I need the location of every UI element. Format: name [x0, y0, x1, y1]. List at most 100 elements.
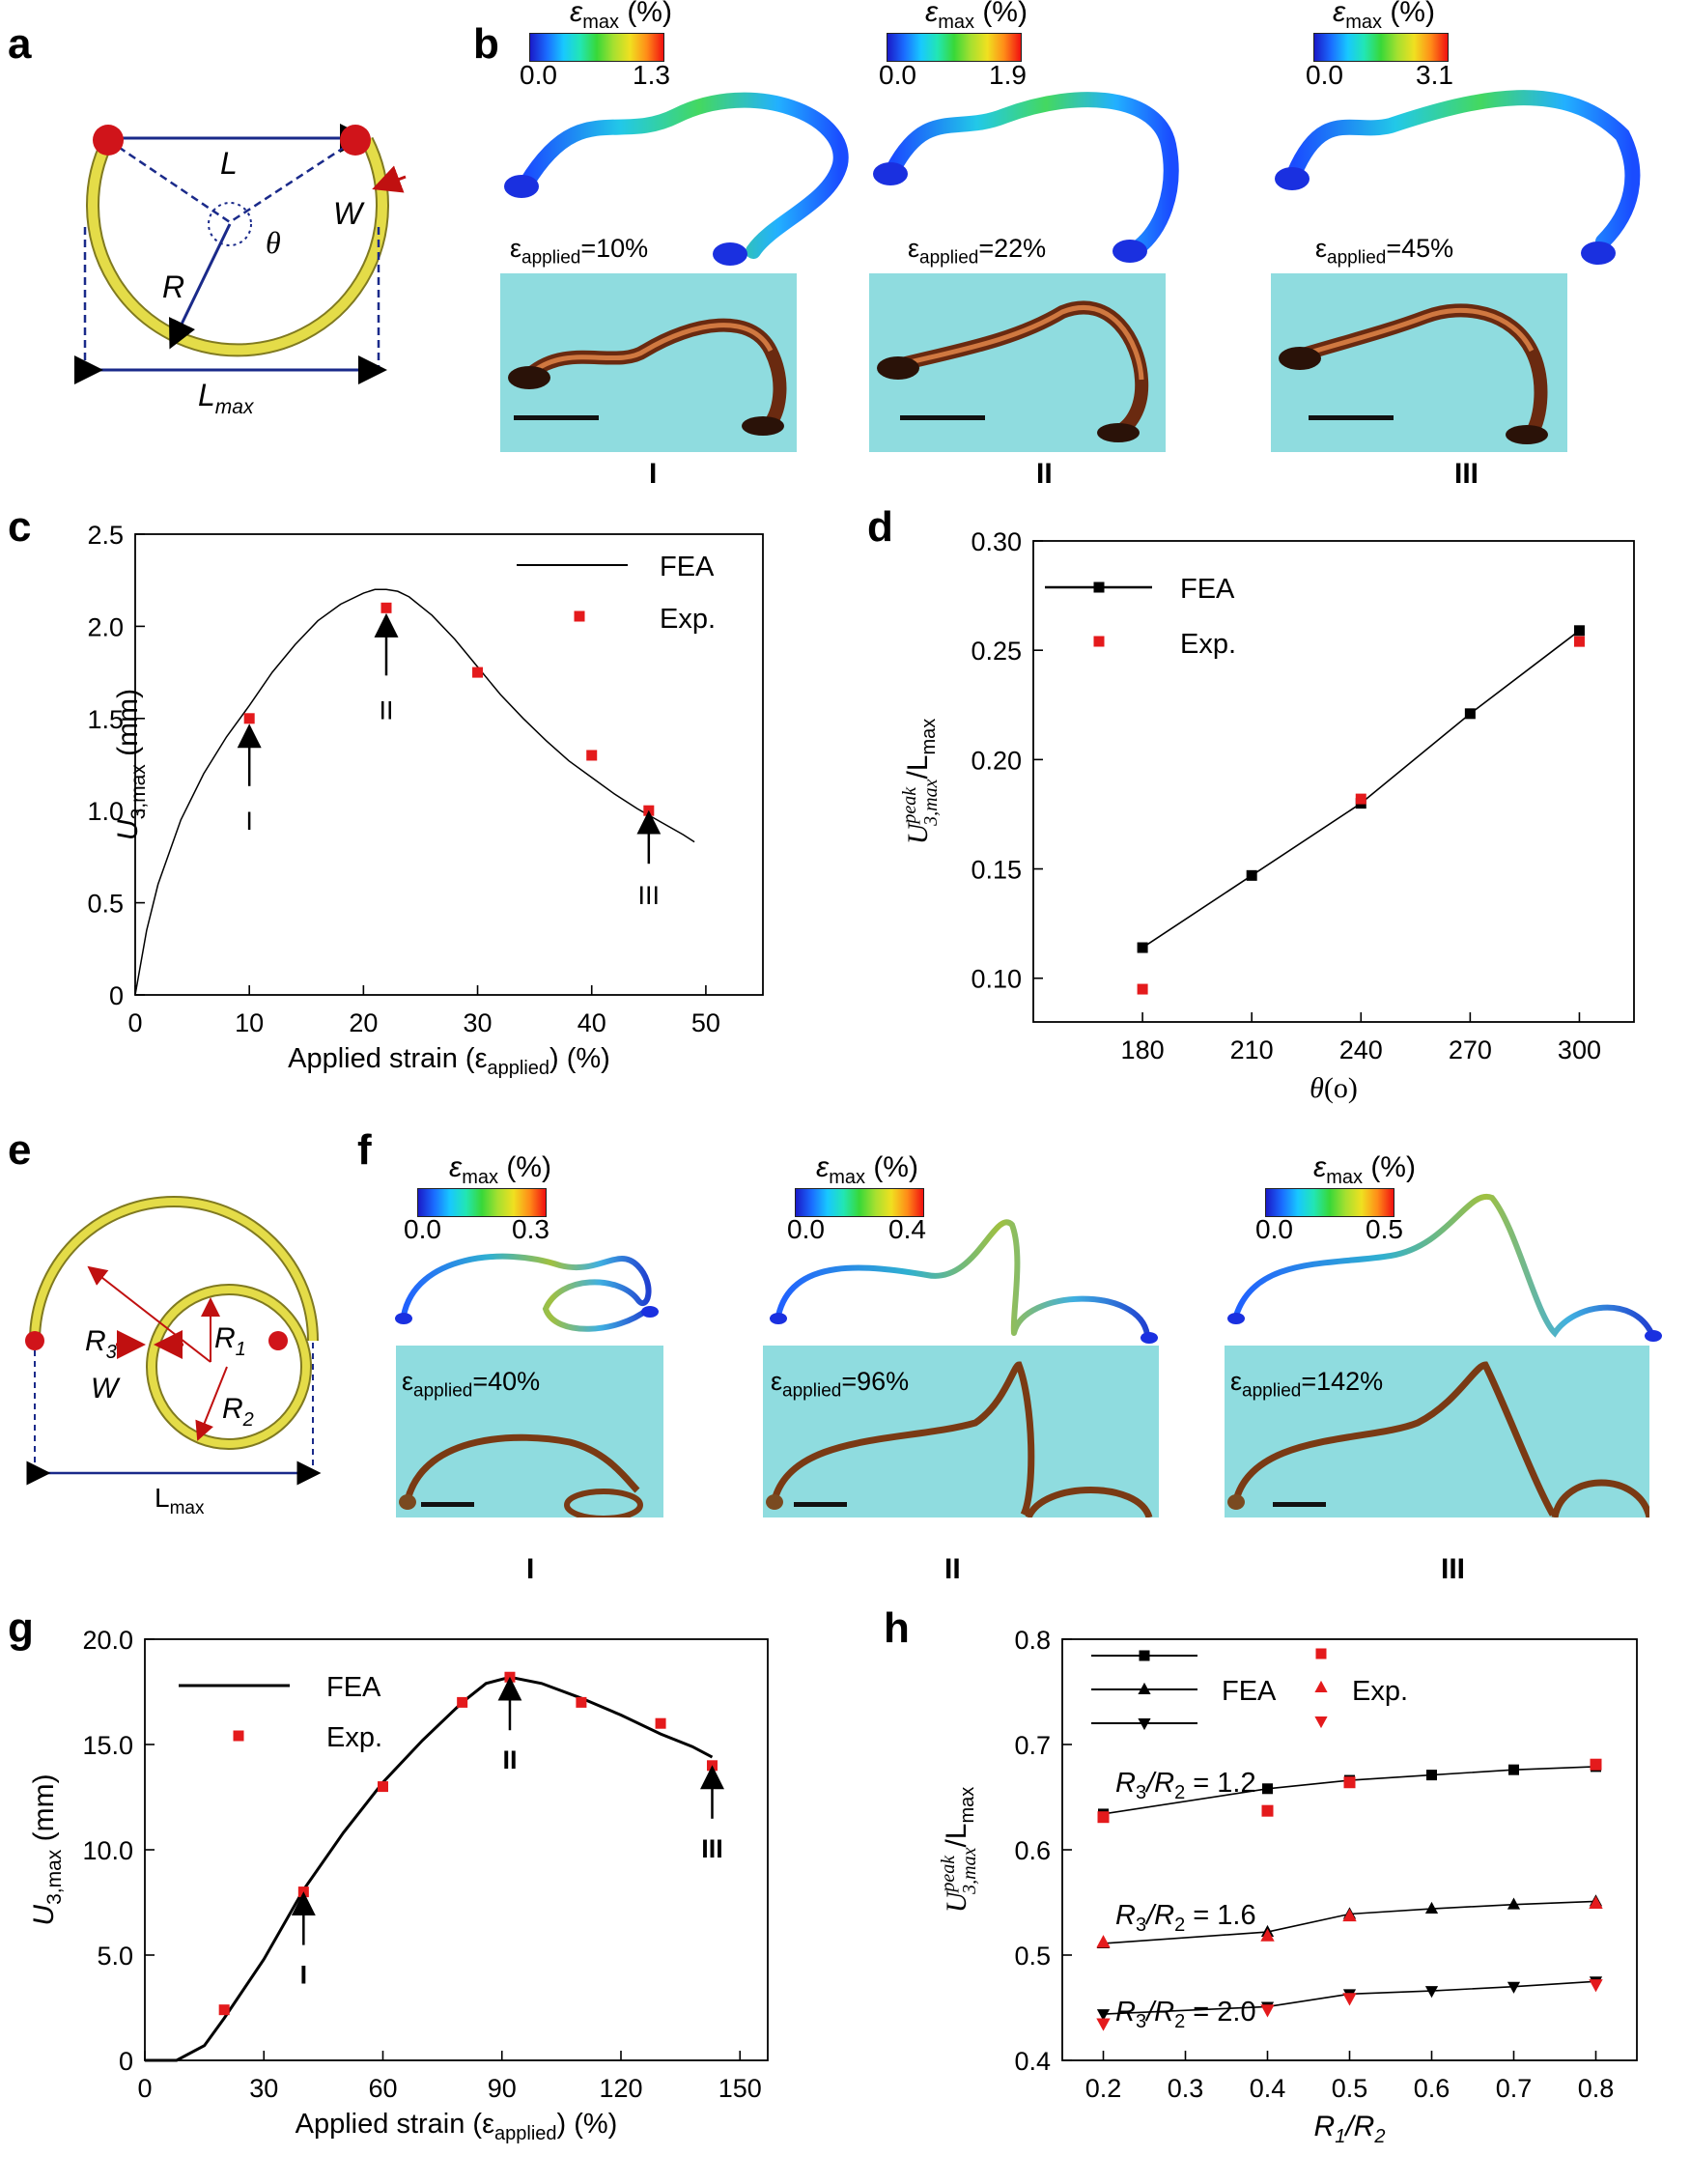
fea-f-III-pad-right — [1645, 1330, 1662, 1342]
fea-f-II — [775, 1219, 1150, 1338]
scale-bar-f-III — [1273, 1502, 1326, 1507]
copper-ribbon-shine — [1299, 308, 1535, 358]
x-tick-label: 50 — [691, 1008, 720, 1037]
applied-eps: ε — [771, 1367, 783, 1396]
legend-fea-marker — [1139, 1650, 1150, 1661]
exp-point — [655, 1717, 666, 1729]
y-tick-label: 1.5 — [87, 705, 124, 734]
exp-point — [504, 1671, 516, 1683]
x-tick-label: 180 — [1121, 1035, 1165, 1064]
scale-bar-b-I — [514, 415, 599, 420]
applied-eps: ε — [402, 1367, 414, 1396]
x-tick-label: 270 — [1449, 1035, 1492, 1064]
pad — [766, 1494, 783, 1510]
applied-strain-label-b-I: εapplied=10% — [510, 234, 648, 269]
exp-point — [1097, 1811, 1110, 1824]
x-tick-label: 0.5 — [1332, 2074, 1368, 2103]
panel-e-schematic: R3 R1 R2 W Lmax — [25, 1196, 322, 1518]
legend-fea-label: FEA — [660, 552, 715, 582]
x-axis-label-end: ) (%) — [557, 2109, 618, 2140]
legend-exp-marker — [233, 1730, 244, 1742]
radius-R-line — [169, 223, 232, 350]
x-axis-label-end: (o) — [1324, 1072, 1358, 1104]
curve-label-mid: /R — [1144, 1768, 1174, 1799]
cb-min: 0.0 — [404, 1214, 441, 1244]
panel-letter-g: g — [8, 1604, 34, 1652]
exp-point — [1589, 1895, 1603, 1909]
y-axis-label-end-sub: max — [918, 719, 940, 755]
x-tick-label: 210 — [1230, 1035, 1274, 1064]
photo-f-III — [1225, 1346, 1649, 1517]
fea-point — [1573, 625, 1585, 637]
copper-loop — [1551, 1479, 1649, 1517]
copper-ribbon — [891, 300, 1149, 440]
y-axis-label-end: /L — [902, 755, 934, 780]
x-tick-label: 0.6 — [1414, 2074, 1451, 2103]
panel-letter-b: b — [473, 20, 499, 68]
legend-fea-label: FEA — [1180, 574, 1235, 605]
x-axis-label-main: R — [1314, 2111, 1336, 2142]
applied-strain-label-f-III: εapplied=142% — [1230, 1367, 1383, 1402]
cb-title-eps: ε — [816, 1151, 830, 1183]
x-tick-label: 0.3 — [1168, 2074, 1204, 2103]
x-axis-label: Applied strain (εapplied) (%) — [296, 2109, 618, 2144]
y-tick-label: 0.5 — [87, 890, 124, 919]
fea-point — [1464, 708, 1476, 720]
exp-point — [1590, 1758, 1602, 1771]
applied-sub: applied — [1242, 1380, 1302, 1402]
applied-sub: applied — [413, 1380, 473, 1402]
y-axis-label-end: /L — [941, 1824, 972, 1848]
applied-sub: applied — [1327, 247, 1387, 269]
cb-min: 0.0 — [1255, 1214, 1293, 1244]
curve-label: R3/R2 = 1.6 — [1115, 1900, 1256, 1936]
exp-point — [243, 713, 255, 724]
exp-point — [576, 1696, 587, 1708]
fea-f-I — [401, 1253, 652, 1332]
chart-c: 0 10 20 30 40 50 0 0.5 1.0 1.5 2.0 2.5 Applied strai… — [87, 521, 764, 1079]
copper-ribbon — [404, 1433, 640, 1501]
applied-val: =10% — [580, 234, 649, 263]
colorbar-gradient — [529, 33, 664, 62]
applied-sub: applied — [782, 1380, 842, 1402]
copper-ribbon-shine — [897, 304, 1144, 381]
fea-line — [1141, 630, 1580, 949]
fea-f-III-pad-left — [1227, 1313, 1245, 1324]
cb-title-unit: (%) — [618, 0, 672, 28]
fea-point — [1096, 2009, 1111, 2022]
x-tick-label: 10 — [235, 1008, 264, 1037]
roman-b-I: I — [649, 458, 658, 490]
legend-exp-label: Exp. — [660, 604, 716, 635]
y-axis-label-main: U — [112, 819, 144, 840]
cb-max: 1.3 — [633, 60, 670, 90]
y-axis-label-end: (mm) — [112, 689, 144, 764]
x-axis-label-sub: applied — [494, 2123, 557, 2144]
y-tick-label: 1.0 — [87, 797, 124, 826]
colorbar-gradient — [417, 1188, 547, 1217]
fea-pad-III-right — [1581, 241, 1616, 265]
cb-title-unit: (%) — [973, 0, 1028, 28]
curve-label-sub1: 3 — [1136, 1915, 1146, 1936]
fea-f-II-pad-right — [1141, 1332, 1158, 1344]
applied-val: =142% — [1301, 1367, 1384, 1396]
cb-min: 0.0 — [879, 60, 916, 90]
curve-label-mid: /R — [1144, 1997, 1174, 2028]
fea-ribbon-I — [519, 92, 849, 259]
fea-f-III — [1233, 1193, 1654, 1338]
w-arrow — [372, 165, 407, 193]
photo-b-I — [500, 273, 797, 452]
y-axis-label-end: (mm) — [28, 1773, 60, 1849]
horseshoe-ribbon-outer — [86, 136, 389, 357]
y-axis-label: Upeak3,max/Lmax — [899, 719, 942, 845]
fea-point — [1426, 1770, 1437, 1781]
cb-title-eps: ε — [1313, 1151, 1327, 1183]
pad — [399, 1494, 416, 1510]
chart-h: 0.2 0.3 0.4 0.5 0.6 0.7 0.80.40.50.60.70.8R1/R… — [938, 1626, 1638, 2147]
cb-title-sub: max — [829, 1167, 865, 1188]
y-axis-label-sub: 3,max — [43, 1849, 66, 1905]
x-axis-label-sub1: 1 — [1335, 2126, 1345, 2147]
annotation-label: III — [638, 881, 661, 910]
fea-point — [1424, 1901, 1439, 1914]
x-tick-label: 60 — [368, 2074, 397, 2103]
fea-curve — [145, 1675, 714, 2062]
label-W: W — [333, 196, 365, 231]
